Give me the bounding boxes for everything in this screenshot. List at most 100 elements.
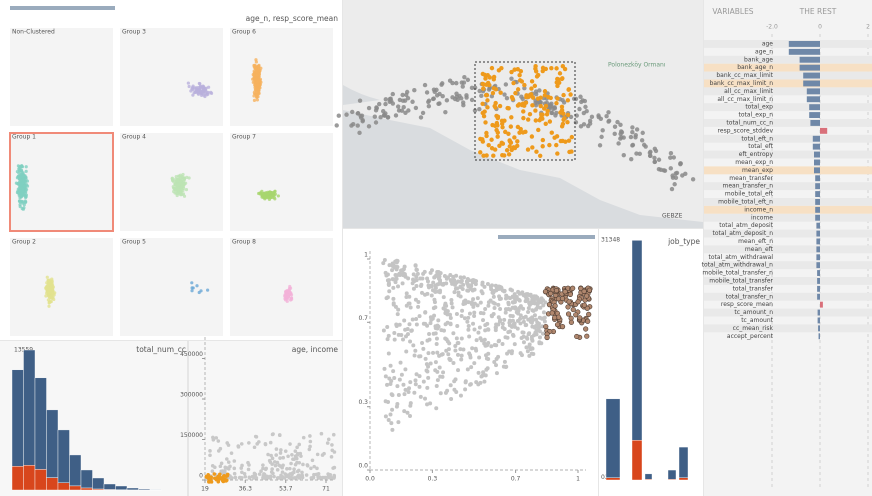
point bbox=[494, 343, 499, 348]
point bbox=[331, 432, 336, 437]
variable-label[interactable]: mean_exp bbox=[742, 167, 773, 174]
bar bbox=[23, 349, 36, 466]
point bbox=[316, 471, 321, 476]
map-point bbox=[504, 95, 510, 101]
map-point bbox=[566, 87, 571, 92]
variable-label[interactable]: total_atm_withdrawal bbox=[708, 254, 773, 261]
variable-label[interactable]: resp_score_stddev bbox=[718, 127, 774, 134]
map-point bbox=[555, 151, 560, 156]
point bbox=[443, 308, 448, 313]
variable-label[interactable]: mean_exp_n bbox=[735, 159, 773, 166]
point bbox=[423, 356, 428, 361]
point bbox=[529, 346, 534, 351]
variable-label[interactable]: total_eft bbox=[748, 143, 773, 150]
cluster-cell[interactable] bbox=[120, 238, 223, 336]
point bbox=[310, 458, 315, 463]
variable-label[interactable]: mean_transfer bbox=[729, 175, 773, 182]
point bbox=[214, 436, 219, 440]
variable-label[interactable]: mobile_total_transfer bbox=[709, 278, 773, 285]
point bbox=[182, 182, 186, 187]
map-point bbox=[612, 124, 618, 129]
map-point bbox=[450, 95, 455, 100]
map-selection bbox=[474, 61, 576, 161]
point bbox=[537, 335, 542, 340]
variable-label[interactable]: total_exp bbox=[745, 104, 773, 111]
variable-label[interactable]: total_num_cc_n bbox=[726, 120, 773, 127]
map-point bbox=[557, 71, 563, 76]
variable-label[interactable]: total_atm_withdrawal_n bbox=[702, 262, 774, 269]
variable-label[interactable]: all_cc_max_limit bbox=[724, 88, 774, 95]
cluster-cell[interactable] bbox=[10, 28, 113, 126]
variable-label[interactable]: total_exp_n bbox=[739, 112, 774, 119]
map-point bbox=[483, 76, 488, 81]
variable-label[interactable]: bank_age_n bbox=[737, 64, 773, 71]
map-point bbox=[525, 117, 531, 122]
point bbox=[50, 281, 54, 286]
variable-label[interactable]: accept_percent bbox=[727, 333, 774, 340]
variable-label[interactable]: bank_cc_max_limit bbox=[716, 72, 773, 79]
cluster-cell[interactable] bbox=[120, 133, 223, 231]
point bbox=[273, 197, 277, 201]
bar bbox=[818, 333, 820, 340]
variable-label[interactable]: total_atm_deposit bbox=[719, 222, 773, 229]
point bbox=[24, 169, 28, 173]
point bbox=[573, 312, 579, 318]
point bbox=[390, 268, 395, 273]
variable-label[interactable]: cc_mean_risk bbox=[733, 325, 774, 332]
point bbox=[483, 342, 488, 347]
point bbox=[513, 305, 518, 310]
cluster-cell[interactable] bbox=[120, 28, 223, 126]
cluster-cell[interactable] bbox=[10, 238, 113, 336]
map-point bbox=[455, 97, 460, 102]
variable-label[interactable]: total_atm_deposit_n bbox=[712, 230, 773, 237]
variable-label[interactable]: mobile_total_transfer_n bbox=[702, 270, 773, 277]
map-label: Polonezköy Ormanı bbox=[608, 62, 666, 69]
point bbox=[246, 467, 251, 472]
map-point bbox=[547, 142, 552, 148]
map-point bbox=[658, 167, 664, 173]
variable-label[interactable]: income bbox=[751, 214, 773, 221]
point bbox=[288, 476, 293, 480]
point bbox=[562, 289, 568, 295]
point bbox=[191, 84, 195, 88]
variable-label[interactable]: mobile_total_eft bbox=[725, 191, 774, 198]
variable-label[interactable]: total_eft_n bbox=[741, 135, 773, 142]
map-point bbox=[412, 88, 417, 93]
cluster-cell[interactable] bbox=[230, 238, 333, 336]
bar bbox=[644, 473, 653, 480]
variable-label[interactable]: mean_eft bbox=[745, 246, 774, 253]
variable-label[interactable]: tc_amount bbox=[741, 317, 773, 324]
variable-label[interactable]: mean_transfer_n bbox=[722, 183, 773, 190]
variable-label[interactable]: eft_entropy bbox=[739, 151, 774, 158]
variable-label[interactable]: income_n bbox=[744, 206, 773, 213]
point bbox=[512, 292, 517, 297]
map-point bbox=[418, 115, 424, 120]
map-point bbox=[509, 69, 514, 75]
variable-label[interactable]: mobile_total_eft_n bbox=[718, 199, 773, 206]
point bbox=[208, 453, 212, 458]
map-point bbox=[579, 99, 584, 105]
variable-label[interactable]: bank_cc_max_limit_n bbox=[710, 80, 774, 87]
point bbox=[467, 334, 472, 339]
variable-label[interactable]: age bbox=[762, 41, 773, 48]
variable-label[interactable]: tc_amount_n bbox=[734, 309, 773, 316]
variable-label[interactable]: age_n bbox=[755, 48, 773, 55]
point bbox=[497, 338, 502, 343]
map-point bbox=[561, 111, 566, 116]
variable-label[interactable]: bank_age bbox=[744, 56, 773, 63]
map-point bbox=[545, 108, 550, 114]
x-tick-label: 0.0 bbox=[365, 476, 375, 483]
point bbox=[197, 290, 201, 295]
map-point bbox=[535, 96, 541, 101]
cluster-cell[interactable] bbox=[230, 28, 333, 126]
variable-label[interactable]: total_transfer_n bbox=[726, 293, 773, 300]
map-point bbox=[529, 79, 535, 84]
variable-label[interactable]: mean_eft_n bbox=[738, 238, 773, 245]
variable-label[interactable]: all_cc_max_limit_n bbox=[717, 96, 773, 103]
variable-label[interactable]: resp_score_mean bbox=[721, 301, 773, 308]
cluster-cell[interactable] bbox=[230, 133, 333, 231]
point bbox=[435, 350, 440, 355]
map-point bbox=[366, 105, 372, 111]
variable-label[interactable]: total_transfer bbox=[733, 285, 774, 292]
point bbox=[312, 464, 317, 469]
